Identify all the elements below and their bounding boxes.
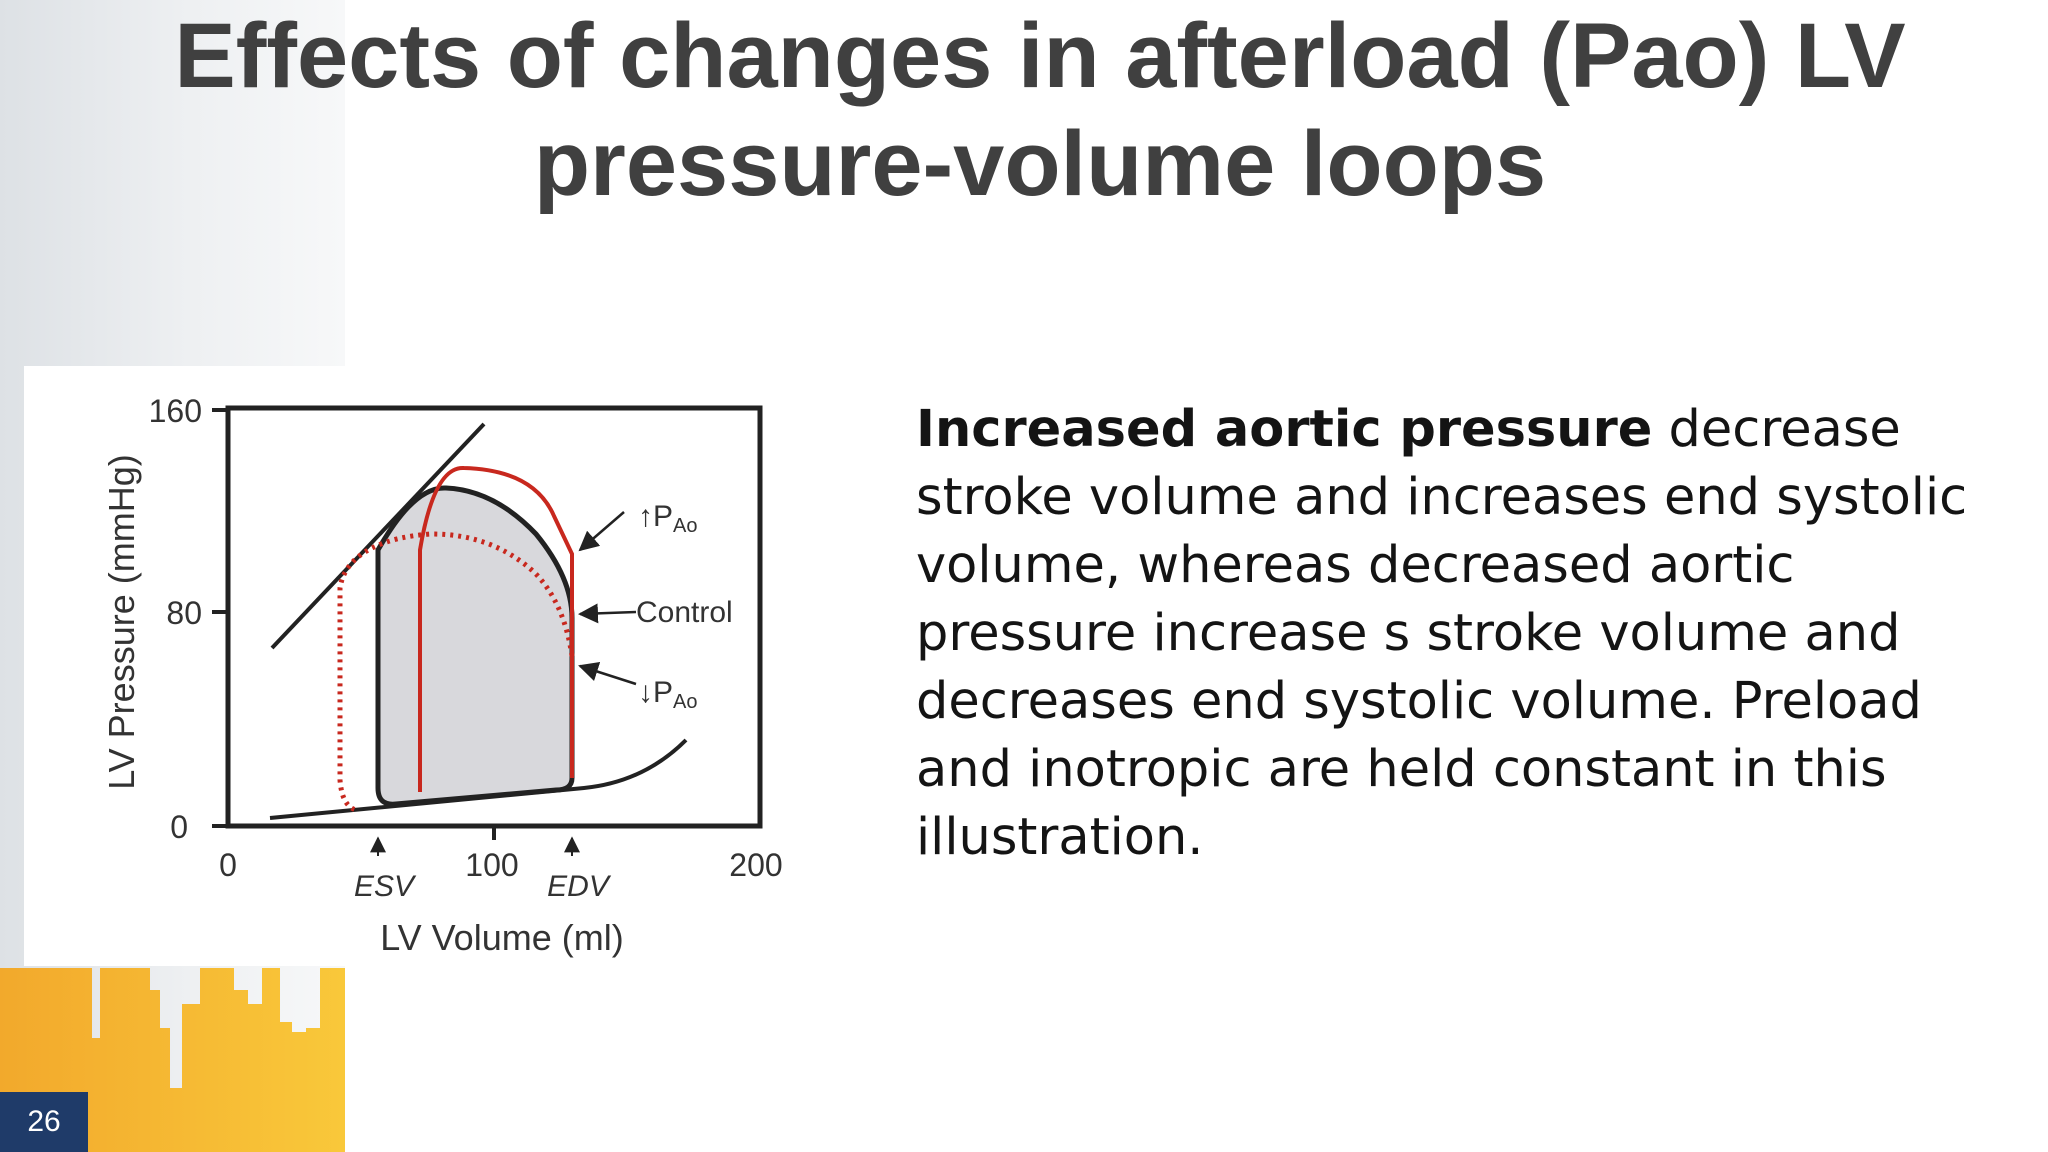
description-text: Increased aortic pressure decrease strok…: [916, 396, 1976, 872]
control-label: Control: [636, 596, 733, 629]
increased-pao-arrow: [578, 511, 625, 552]
control-arrow: [578, 603, 637, 624]
pv-loop-figure: 160 80 0 0 100 200 LV Pressure (mmHg) LV…: [24, 366, 842, 966]
description-bold: Increased aortic pressure: [916, 400, 1653, 459]
decreased-pao-arrow: [578, 661, 637, 686]
page-number: 26: [0, 1092, 88, 1152]
esv-label: ESV: [354, 870, 417, 903]
x-axis-label: LV Volume (ml): [380, 917, 623, 958]
espvr-line: [270, 422, 486, 650]
x-tick-100: 100: [465, 847, 518, 883]
increased-pao-loop: [418, 466, 574, 792]
decreased-pao-loop: [337, 531, 575, 813]
x-tick-200: 200: [729, 847, 782, 883]
edpvr-curve: [269, 738, 688, 820]
y-tick-160: 160: [149, 393, 202, 429]
description-rest: decrease stroke volume and increases end…: [916, 400, 1968, 867]
x-tick-0: 0: [219, 847, 237, 883]
edv-label: EDV: [547, 870, 612, 903]
control-loop: [375, 485, 575, 807]
decreased-pao-label: ↓PAo: [638, 676, 697, 713]
pv-loop-diagram: 160 80 0 0 100 200 LV Pressure (mmHg) LV…: [101, 393, 783, 958]
slide-title: Effects of changes in afterload (Pao) LV…: [174, 5, 1906, 215]
y-tick-80: 80: [166, 595, 202, 631]
y-tick-0: 0: [170, 809, 188, 845]
y-axis-label: LV Pressure (mmHg): [101, 454, 142, 789]
increased-pao-label: ↑PAo: [638, 500, 697, 537]
